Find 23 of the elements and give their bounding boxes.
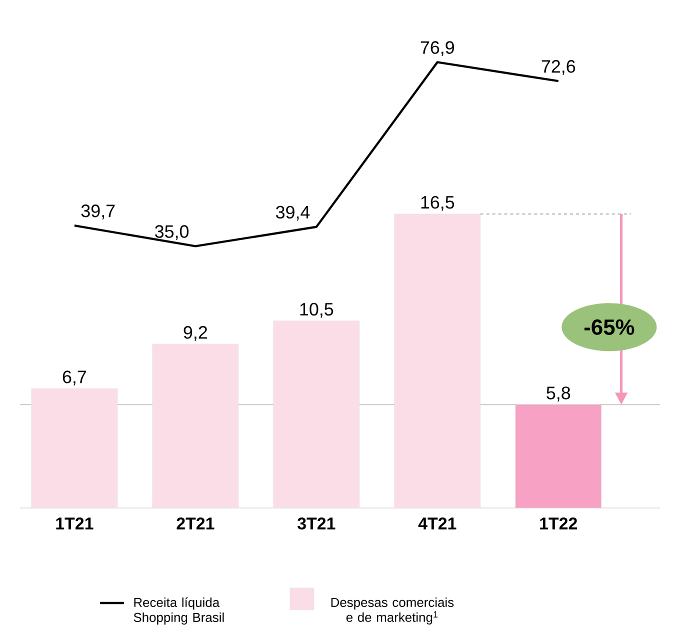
- data-label: 10,5: [300, 302, 334, 318]
- bar: [273, 320, 360, 508]
- data-label: 16,5: [421, 196, 454, 211]
- legend-label: Receita líquida Shopping Brasil: [134, 597, 224, 625]
- data-label: 9,2: [184, 326, 208, 341]
- data-label: 39,7: [81, 204, 115, 220]
- bar: [31, 388, 118, 508]
- bar: [152, 344, 239, 508]
- x-tick-label: 1T22: [540, 518, 577, 530]
- data-label: 72,6: [542, 60, 576, 75]
- bar: [394, 214, 481, 508]
- x-tick-label: 4T21: [418, 518, 456, 530]
- legend-label: Despesas comerciais e de marketing$^{1}$: [331, 597, 454, 624]
- annotation: -65%: [584, 319, 634, 335]
- data-label: 76,9: [420, 41, 454, 56]
- bar: [515, 404, 602, 508]
- data-label: 6,7: [62, 370, 86, 386]
- x-tick-label: 3T21: [298, 518, 336, 530]
- x-tick-label: 1T21: [56, 518, 94, 530]
- data-label: 39,4: [276, 206, 310, 221]
- data-label: 35,0: [155, 225, 189, 240]
- data-label: 5,8: [546, 386, 570, 402]
- x-tick-label: 2T21: [176, 518, 214, 530]
